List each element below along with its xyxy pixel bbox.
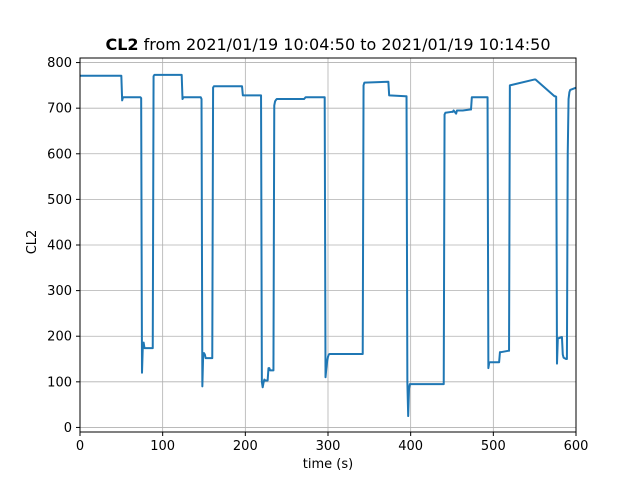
x-tick-label: 400 — [398, 439, 423, 454]
x-tick-label: 0 — [76, 439, 84, 454]
y-axis-label: CL2 — [25, 230, 40, 255]
x-axis-label: time (s) — [303, 457, 353, 472]
y-tick-label: 800 — [47, 56, 72, 71]
plot-area — [80, 73, 577, 418]
x-tick-label: 500 — [481, 439, 506, 454]
y-tick-label: 100 — [47, 375, 72, 390]
y-tick-label: 400 — [47, 239, 72, 254]
y-tick-label: 200 — [47, 330, 72, 345]
y-tick-label: 600 — [47, 147, 72, 162]
y-tick-label: 500 — [47, 193, 72, 208]
chart-title: CL2 from 2021/01/19 10:04:50 to 2021/01/… — [105, 35, 550, 54]
series-line — [80, 73, 577, 418]
x-tick-label: 200 — [233, 439, 258, 454]
x-tick-label: 600 — [564, 439, 589, 454]
chart-title-variable: CL2 — [105, 35, 138, 54]
grid-lines — [79, 58, 577, 432]
y-tick-label: 300 — [47, 284, 72, 299]
y-tick-label: 0 — [64, 421, 72, 436]
x-tick-label: 100 — [150, 439, 175, 454]
x-tick-label: 300 — [316, 439, 341, 454]
y-tick-label: 700 — [47, 102, 72, 117]
axes: 0 100 200 300 400 500 600 0 100 200 300 400 500 600 70… — [47, 56, 588, 454]
chart-title-range: from 2021/01/19 10:04:50 to 2021/01/19 1… — [139, 35, 551, 54]
